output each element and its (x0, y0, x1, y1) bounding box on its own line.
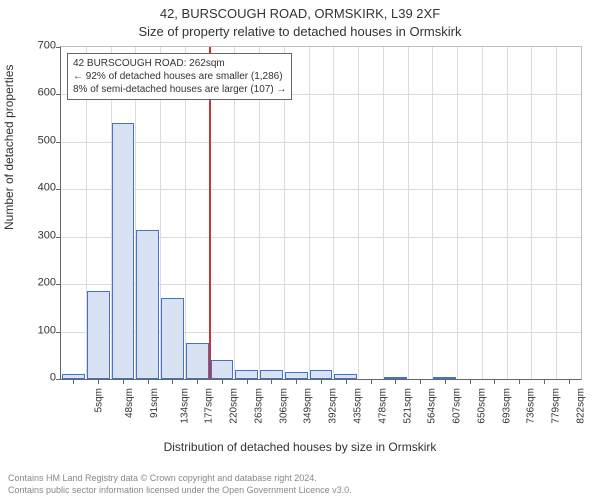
xtick-label: 822sqm (575, 388, 586, 424)
ytick-mark (56, 237, 61, 238)
histogram-bar (161, 298, 184, 379)
gridline-v (408, 47, 409, 379)
xtick-label: 650sqm (476, 388, 487, 424)
xtick-label: 48sqm (124, 388, 135, 418)
xtick-label: 263sqm (254, 388, 265, 424)
xtick-label: 349sqm (303, 388, 314, 424)
ytick-label: 300 (16, 230, 56, 241)
ytick-label: 500 (16, 135, 56, 146)
ytick-mark (56, 332, 61, 333)
ytick-label: 400 (16, 183, 56, 194)
annotation-line3: 8% of semi-detached houses are larger (1… (73, 83, 286, 96)
xtick-label: 306sqm (278, 388, 289, 424)
xtick-label: 134sqm (179, 388, 190, 424)
histogram-bar (235, 370, 258, 379)
ytick-label: 600 (16, 88, 56, 99)
footer-line2: Contains public sector information licen… (8, 484, 592, 496)
ytick-label: 0 (16, 373, 56, 384)
gridline-v (507, 47, 508, 379)
xtick-label: 521sqm (402, 388, 413, 424)
xtick-mark (148, 379, 149, 384)
xtick-label: 177sqm (204, 388, 215, 424)
xtick-mark (247, 379, 248, 384)
histogram-bar (136, 230, 159, 379)
xtick-label: 435sqm (353, 388, 364, 424)
xtick-mark (73, 379, 74, 384)
title-sub: Size of property relative to detached ho… (0, 24, 600, 39)
gridline-v (457, 47, 458, 379)
xtick-label: 91sqm (149, 388, 160, 418)
histogram-bar (260, 370, 283, 379)
ytick-mark (56, 47, 61, 48)
xtick-label: 607sqm (452, 388, 463, 424)
xtick-label: 779sqm (551, 388, 562, 424)
histogram-bar (211, 360, 234, 379)
ytick-label: 100 (16, 325, 56, 336)
plot-area: 42 BURSCOUGH ROAD: 262sqm ← 92% of detac… (60, 46, 582, 380)
xtick-mark (395, 379, 396, 384)
xtick-mark (544, 379, 545, 384)
gridline-v (358, 47, 359, 379)
xtick-mark (222, 379, 223, 384)
xtick-mark (172, 379, 173, 384)
ytick-mark (56, 284, 61, 285)
xtick-mark (494, 379, 495, 384)
x-axis-label: Distribution of detached houses by size … (0, 440, 600, 454)
histogram-bar (186, 343, 209, 379)
xtick-label: 736sqm (526, 388, 537, 424)
histogram-bar (285, 372, 308, 379)
annotation-line1: 42 BURSCOUGH ROAD: 262sqm (73, 57, 286, 70)
xtick-mark (123, 379, 124, 384)
footer-line1: Contains HM Land Registry data © Crown c… (8, 472, 592, 484)
gridline-v (333, 47, 334, 379)
ytick-mark (56, 379, 61, 380)
gridline-v (432, 47, 433, 379)
xtick-mark (519, 379, 520, 384)
annotation-line2: ← 92% of detached houses are smaller (1,… (73, 70, 286, 83)
annotation-box: 42 BURSCOUGH ROAD: 262sqm ← 92% of detac… (67, 53, 292, 100)
histogram-bar (87, 291, 110, 379)
gridline-v (383, 47, 384, 379)
y-axis-label: Number of detached properties (2, 65, 16, 230)
xtick-label: 392sqm (328, 388, 339, 424)
gridline-h (61, 189, 581, 190)
xtick-label: 693sqm (501, 388, 512, 424)
xtick-label: 5sqm (94, 388, 105, 412)
xtick-mark (569, 379, 570, 384)
xtick-mark (321, 379, 322, 384)
gridline-v (482, 47, 483, 379)
xtick-mark (470, 379, 471, 384)
xtick-mark (98, 379, 99, 384)
title-main: 42, BURSCOUGH ROAD, ORMSKIRK, L39 2XF (0, 6, 600, 21)
ytick-label: 700 (16, 41, 56, 52)
histogram-bar (310, 370, 333, 379)
xtick-mark (197, 379, 198, 384)
chart-container: 42, BURSCOUGH ROAD, ORMSKIRK, L39 2XF Si… (0, 0, 600, 500)
ytick-mark (56, 142, 61, 143)
xtick-mark (420, 379, 421, 384)
ytick-mark (56, 94, 61, 95)
xtick-mark (271, 379, 272, 384)
histogram-bar (112, 123, 135, 379)
gridline-v (556, 47, 557, 379)
xtick-mark (371, 379, 372, 384)
xtick-label: 478sqm (377, 388, 388, 424)
gridline-v (531, 47, 532, 379)
ytick-label: 200 (16, 278, 56, 289)
ytick-mark (56, 189, 61, 190)
xtick-label: 564sqm (427, 388, 438, 424)
xtick-mark (445, 379, 446, 384)
xtick-mark (296, 379, 297, 384)
gridline-v (309, 47, 310, 379)
gridline-h (61, 142, 581, 143)
xtick-mark (346, 379, 347, 384)
footer: Contains HM Land Registry data © Crown c… (8, 472, 592, 496)
xtick-label: 220sqm (229, 388, 240, 424)
